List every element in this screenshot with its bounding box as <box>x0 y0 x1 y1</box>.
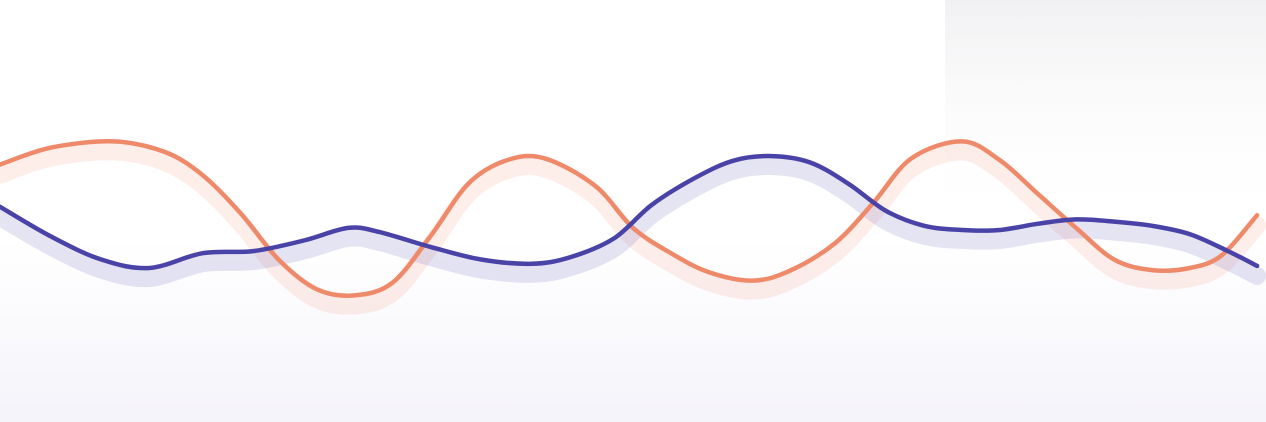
series-layer <box>0 139 1266 315</box>
series-1-glow <box>0 142 1266 315</box>
series-2-line <box>0 153 1260 271</box>
series-1-line <box>0 139 1260 298</box>
backdrop-floor <box>0 240 1266 422</box>
backdrop-corner <box>945 0 1266 230</box>
